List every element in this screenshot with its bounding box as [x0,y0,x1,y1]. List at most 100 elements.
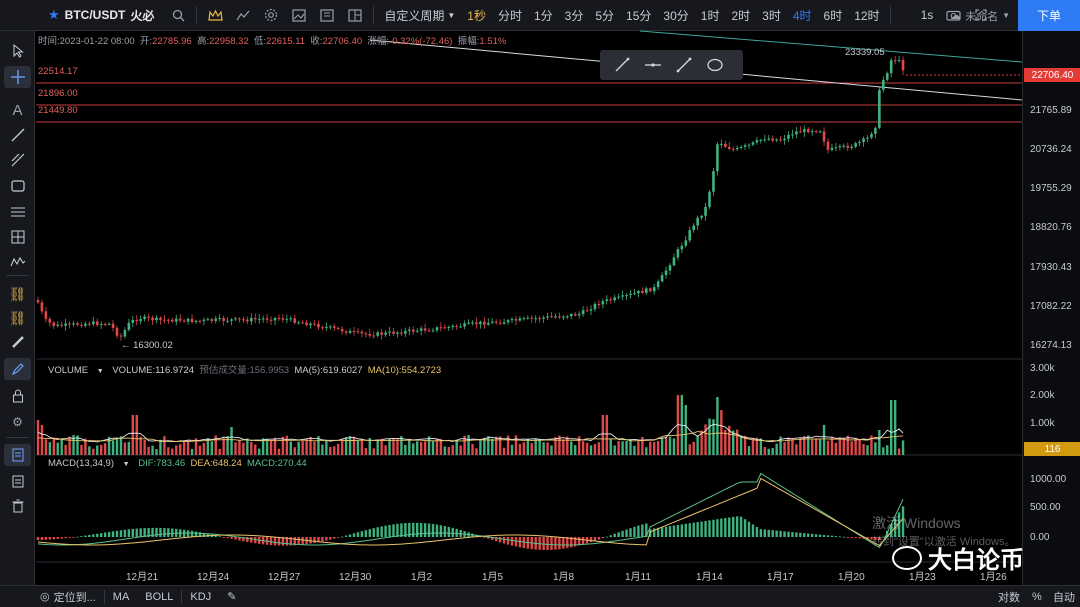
place-order-button[interactable]: 下单 [1018,0,1080,31]
symbol-selector[interactable]: ★ BTC/USDT 火必 [0,0,164,31]
user-menu[interactable]: ☁ 未命名 ▼ [950,0,1010,31]
timeframe-tab[interactable]: 30分 [663,8,689,23]
ellipse-tool-icon[interactable] [699,50,730,80]
macd-histogram-bar [313,537,316,543]
volume-bar [459,445,462,455]
macd-histogram-bar [495,537,498,542]
candle-body [95,321,99,325]
timeframe-tab[interactable]: 分时 [497,8,522,23]
timeframe-tab[interactable]: 3分 [564,8,584,23]
horizontal-ray-icon[interactable] [637,50,668,80]
visibility-icon[interactable]: ⚙ [12,415,23,429]
candle-body [139,319,142,322]
rectangle-tool-icon[interactable] [4,175,31,197]
camera-icon[interactable] [939,0,967,31]
ma-indicator-button[interactable]: MA [112,590,130,603]
macd-histogram-bar [337,537,340,538]
parallel-lines-icon[interactable] [4,201,31,223]
timeframe-tab[interactable]: 15分 [626,8,652,23]
timeframe-tab[interactable]: 5分 [595,8,615,23]
timeframe-tab[interactable]: 4时 [792,8,812,23]
timeframe-tab[interactable]: 1时 [700,8,720,23]
indicator-chart-icon[interactable] [229,0,257,31]
search-icon[interactable] [164,0,192,31]
favorite-star-icon[interactable]: ★ [48,7,60,22]
price-label: 21765.89 [1030,105,1072,116]
template-icon[interactable] [313,0,341,31]
timeframe-tab[interactable]: 2时 [731,8,751,23]
magnet-icon[interactable]: ⛓ [8,285,27,302]
volume-bar [767,448,770,455]
locate-button[interactable]: ◎ 定位到... [0,586,104,607]
fullscreen-icon[interactable] [967,0,995,31]
candle-body [174,318,178,322]
volume-bar [64,444,67,455]
macd-histogram-bar [716,519,719,537]
volume-bar [230,427,233,455]
percent-scale-toggle[interactable]: % [1032,591,1042,603]
candle-body [88,323,91,325]
volume-bar [384,445,387,455]
ray-line-icon[interactable] [606,50,637,80]
grid-tool-icon[interactable] [4,226,31,248]
candle-body [99,323,103,325]
notes-icon[interactable] [4,470,31,492]
crown-icon[interactable] [201,0,229,31]
log-scale-toggle[interactable]: 对数 [998,592,1020,604]
settings-gear-icon[interactable] [257,0,285,31]
extended-line-icon[interactable] [668,50,699,80]
timeframe-tab[interactable]: 3时 [762,8,781,23]
candle-body [566,316,569,318]
macd-histogram-bar [767,529,770,537]
interval-1s-button[interactable]: 1s [920,8,934,22]
trash-icon[interactable] [4,495,31,517]
wechat-icon [892,545,922,570]
price-axis[interactable]: 21765.89 20736.24 19755.29 18820.76 1793… [1022,31,1080,585]
volume-bar [854,437,857,455]
macd-dif-line [37,472,904,549]
candle-body [838,146,842,148]
timeframe-tab[interactable]: 12时 [854,8,880,23]
object-tree-icon[interactable] [4,444,31,466]
candle-body [779,139,782,141]
timeframe-tab[interactable]: 6时 [823,8,843,23]
chevron-down-icon[interactable]: ▼ [96,368,104,375]
timeframe-tab[interactable]: 1秒 [467,8,486,23]
candle-body [143,316,146,320]
edit-indicator-icon[interactable]: ✎ [227,591,237,603]
candle-body [396,332,399,334]
picture-icon[interactable] [285,0,313,31]
layout-icon[interactable] [341,0,369,31]
volume-bar [514,435,518,455]
draw-pen-icon[interactable] [4,358,31,380]
lock-drawings-icon[interactable]: ⛓ [8,309,27,326]
lock-icon[interactable] [4,385,31,407]
ruler-icon[interactable] [4,331,31,353]
volume-axis-label: 2.00k [1030,390,1055,401]
macd-histogram-bar [743,519,747,537]
timeframe-tab[interactable]: 1分 [533,8,553,23]
wave-tool-icon[interactable] [4,251,31,273]
cursor-arrow-icon[interactable] [4,40,31,62]
volume-bar [771,447,774,455]
candle-body [277,318,281,320]
volume-bar [688,444,691,455]
macd-histogram-bar [506,537,510,545]
crosshair-icon[interactable] [4,66,31,88]
boll-indicator-button[interactable]: BOLL [145,590,174,603]
trend-line-icon[interactable] [4,124,31,146]
volume-bar [522,442,526,455]
volume-bar [830,437,834,455]
candle-body [408,329,411,331]
fib-tool-icon[interactable] [4,149,31,171]
volume-bar [344,437,348,455]
candle-body [190,318,194,322]
text-tool-icon[interactable]: A [12,101,23,119]
chevron-down-icon[interactable]: ▼ [122,461,130,468]
volume-bar [182,440,186,455]
macd-histogram-bar [273,537,277,546]
auto-scale-toggle[interactable]: 自动 [1053,592,1075,604]
kdj-indicator-button[interactable]: KDJ [190,590,212,603]
custom-period-dropdown[interactable]: 自定义周期 ▼ [378,0,461,31]
